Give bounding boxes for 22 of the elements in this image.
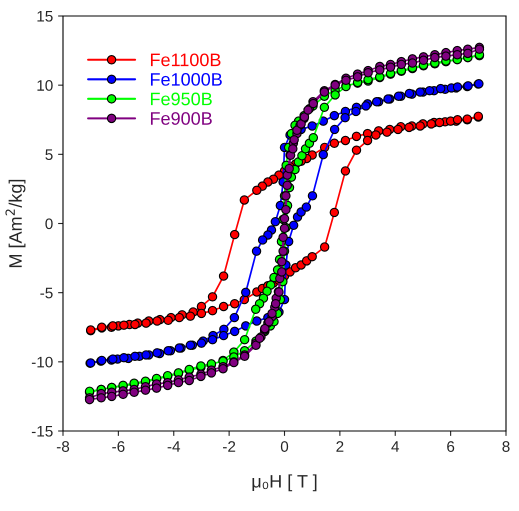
legend-label: Fe950B [150,92,212,106]
y-tick-label: 0 [45,218,53,230]
y-tick-label: 5 [45,149,53,160]
x-tick-label: -2 [223,441,236,452]
y-tick-label: 15 [37,11,53,22]
legend-label: Fe1000B [150,73,222,86]
y-tick-label: 10 [37,80,53,91]
y-tick-label: -5 [40,288,53,298]
x-tick-label: -8 [56,441,70,452]
x-tick-label: 8 [502,441,510,452]
y-axis-title: M [Am$^{2}$/kg] [5,180,26,268]
legend-label: Fe1100B [150,53,220,66]
x-axis-title: μ₀H [ T ] [252,474,316,492]
x-tick-label: -6 [112,441,124,452]
y-tick-label: -15 [32,426,53,437]
legend-label: Fe900B [150,112,212,125]
y-tick-label: -10 [32,356,53,368]
x-tick-label: 0 [280,441,288,452]
x-tick-label: 2 [336,441,344,452]
x-tick-label: -4 [168,441,180,452]
x-tick-label: 4 [391,441,400,452]
x-tick-label: 6 [447,441,454,452]
